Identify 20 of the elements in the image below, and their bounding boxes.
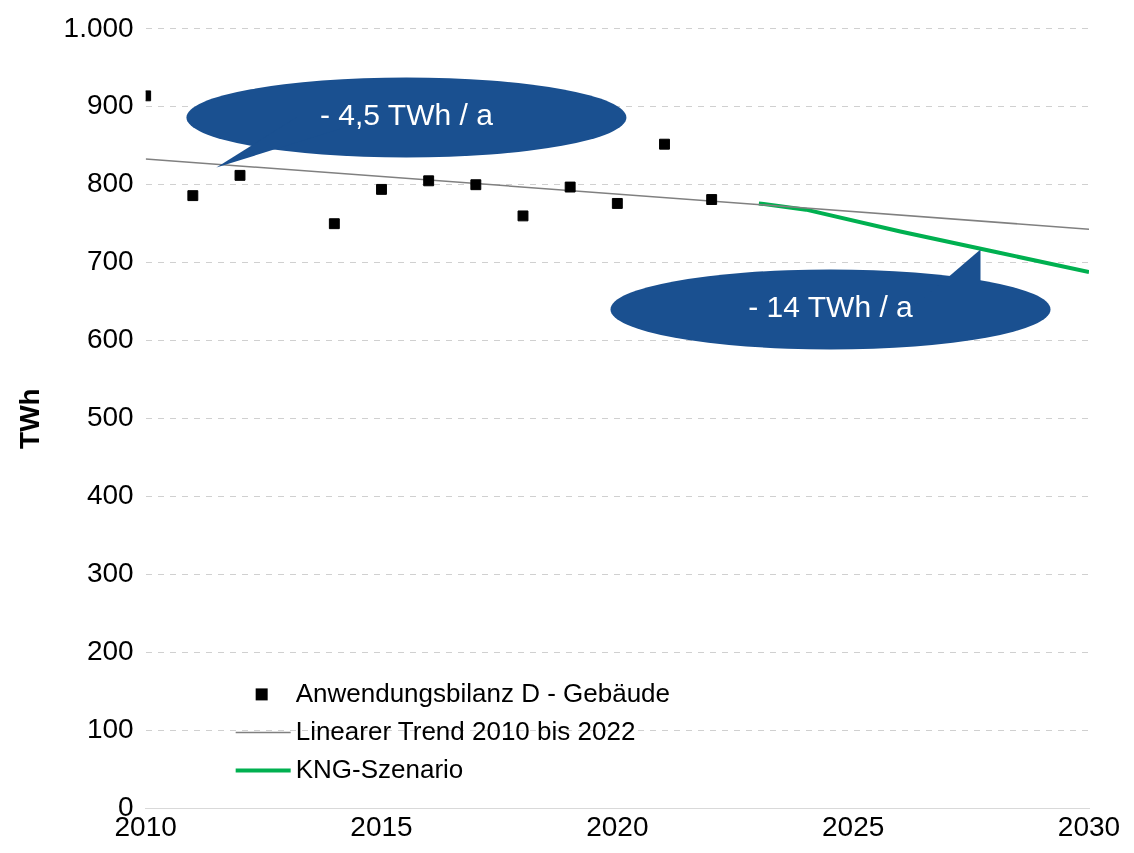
y-tick-label: 400: [86, 479, 134, 511]
x-tick-label: 2015: [350, 810, 413, 842]
y-tick-label: 900: [86, 89, 134, 121]
y-tick-label: 500: [86, 401, 134, 433]
y-tick-label: 300: [86, 557, 134, 589]
y-tick-label: 100: [86, 713, 134, 745]
annotation: - 14 TWh / a: [748, 290, 914, 324]
x-tick-label: 2025: [822, 810, 885, 842]
x-tick-label: 2020: [586, 810, 649, 842]
y-tick-label: 800: [86, 167, 134, 199]
y-tick-label: 600: [86, 323, 134, 355]
annotation: - 4,5 TWh / a: [320, 98, 494, 132]
legend-label: Anwendungsbilanz D - Gebäude: [295, 677, 671, 708]
legend-label: KNG-Szenario: [295, 753, 464, 784]
y-axis-title: TWh: [13, 388, 45, 449]
x-tick-label: 2030: [1057, 810, 1121, 842]
y-tick-label: 700: [86, 245, 134, 277]
legend-label: Linearer Trend 2010 bis 2022: [295, 715, 636, 746]
y-tick-label: 1.000: [63, 11, 134, 43]
y-tick-label: 200: [86, 635, 134, 667]
